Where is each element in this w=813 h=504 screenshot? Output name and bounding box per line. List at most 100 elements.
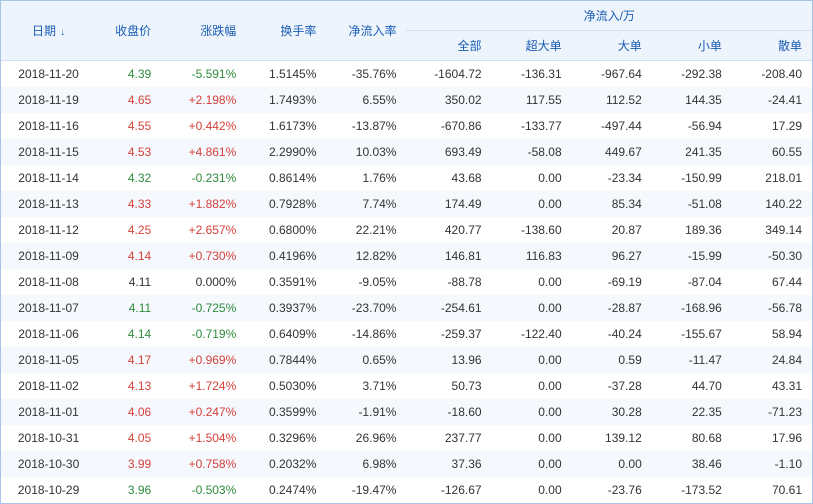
cell-inrate: -9.05% (326, 269, 406, 295)
cell-close: 4.33 (96, 191, 161, 217)
cell-inrate: 12.82% (326, 243, 406, 269)
cell-rt: 70.61 (732, 477, 812, 503)
cell-chg: +1.882% (161, 191, 246, 217)
cell-inrate: 1.76% (326, 165, 406, 191)
col-lg[interactable]: 大单 (572, 31, 652, 61)
cell-turn: 0.6409% (246, 321, 326, 347)
cell-all: 350.02 (406, 87, 491, 113)
table-row: 2018-10-293.96-0.503%0.2474%-19.47%-126.… (1, 477, 812, 503)
cell-close: 4.65 (96, 87, 161, 113)
col-date[interactable]: 日期 ↓ (1, 1, 96, 61)
cell-all: 13.96 (406, 347, 491, 373)
cell-chg: +4.861% (161, 139, 246, 165)
cell-close: 4.05 (96, 425, 161, 451)
cell-xl: 0.00 (492, 399, 572, 425)
cell-close: 4.17 (96, 347, 161, 373)
cell-close: 4.14 (96, 321, 161, 347)
cell-date: 2018-11-13 (1, 191, 96, 217)
col-close-label: 收盘价 (115, 24, 151, 38)
cell-turn: 0.7844% (246, 347, 326, 373)
col-group-netflow: 净流入/万 (406, 1, 812, 31)
cell-all: -126.67 (406, 477, 491, 503)
cell-lg: 139.12 (572, 425, 652, 451)
cell-close: 3.99 (96, 451, 161, 477)
cell-xl: -58.08 (492, 139, 572, 165)
cell-chg: +1.724% (161, 373, 246, 399)
cell-rt: -50.30 (732, 243, 812, 269)
cell-sm: -150.99 (652, 165, 732, 191)
cell-xl: 117.55 (492, 87, 572, 113)
cell-lg: -40.24 (572, 321, 652, 347)
col-rt[interactable]: 散单 (732, 31, 812, 61)
col-all-label: 全部 (458, 39, 482, 53)
cell-lg: 96.27 (572, 243, 652, 269)
table-row: 2018-11-154.53+4.861%2.2990%10.03%693.49… (1, 139, 812, 165)
col-date-label: 日期 (32, 24, 56, 38)
col-inrate[interactable]: 净流入率 (326, 1, 406, 61)
col-all[interactable]: 全部 (406, 31, 491, 61)
cell-turn: 0.3296% (246, 425, 326, 451)
cell-date: 2018-11-14 (1, 165, 96, 191)
cell-date: 2018-11-09 (1, 243, 96, 269)
cell-close: 3.96 (96, 477, 161, 503)
cell-inrate: 7.74% (326, 191, 406, 217)
cell-turn: 0.3591% (246, 269, 326, 295)
cell-chg: +2.657% (161, 217, 246, 243)
cell-inrate: 3.71% (326, 373, 406, 399)
table-row: 2018-11-084.110.000%0.3591%-9.05%-88.780… (1, 269, 812, 295)
cell-chg: -0.719% (161, 321, 246, 347)
cell-lg: 449.67 (572, 139, 652, 165)
cell-close: 4.53 (96, 139, 161, 165)
table-row: 2018-11-204.39-5.591%1.5145%-35.76%-1604… (1, 61, 812, 88)
cell-xl: 0.00 (492, 191, 572, 217)
cell-sm: 144.35 (652, 87, 732, 113)
cell-rt: 218.01 (732, 165, 812, 191)
col-turn[interactable]: 换手率 (246, 1, 326, 61)
sort-down-icon: ↓ (60, 27, 65, 38)
cell-close: 4.06 (96, 399, 161, 425)
cell-inrate: 6.98% (326, 451, 406, 477)
table-row: 2018-11-054.17+0.969%0.7844%0.65%13.960.… (1, 347, 812, 373)
cell-lg: -967.64 (572, 61, 652, 88)
col-lg-label: 大单 (618, 39, 642, 53)
cell-chg: -0.503% (161, 477, 246, 503)
cell-chg: -0.725% (161, 295, 246, 321)
col-sm[interactable]: 小单 (652, 31, 732, 61)
cell-rt: 24.84 (732, 347, 812, 373)
cell-all: 174.49 (406, 191, 491, 217)
fundflow-table-container: 日期↓ 收盘价 涨跌幅 换手率 净流入率 净流入/万 全部 超大单 大单 小单 … (0, 0, 813, 504)
cell-date: 2018-11-19 (1, 87, 96, 113)
cell-rt: -208.40 (732, 61, 812, 88)
col-close[interactable]: 收盘价 (96, 1, 161, 61)
cell-inrate: 0.65% (326, 347, 406, 373)
cell-xl: -138.60 (492, 217, 572, 243)
cell-all: 37.36 (406, 451, 491, 477)
cell-chg: 0.000% (161, 269, 246, 295)
table-header: 日期↓ 收盘价 涨跌幅 换手率 净流入率 净流入/万 全部 超大单 大单 小单 … (1, 1, 812, 61)
cell-all: 237.77 (406, 425, 491, 451)
cell-date: 2018-11-15 (1, 139, 96, 165)
col-xl[interactable]: 超大单 (492, 31, 572, 61)
cell-close: 4.11 (96, 295, 161, 321)
cell-inrate: -1.91% (326, 399, 406, 425)
cell-lg: -28.87 (572, 295, 652, 321)
cell-lg: 85.34 (572, 191, 652, 217)
cell-turn: 0.2474% (246, 477, 326, 503)
cell-sm: -168.96 (652, 295, 732, 321)
cell-inrate: -14.86% (326, 321, 406, 347)
cell-sm: 189.36 (652, 217, 732, 243)
cell-chg: +0.969% (161, 347, 246, 373)
table-row: 2018-11-024.13+1.724%0.5030%3.71%50.730.… (1, 373, 812, 399)
cell-lg: 112.52 (572, 87, 652, 113)
cell-inrate: 26.96% (326, 425, 406, 451)
cell-date: 2018-10-30 (1, 451, 96, 477)
cell-xl: 0.00 (492, 347, 572, 373)
table-row: 2018-11-014.06+0.247%0.3599%-1.91%-18.60… (1, 399, 812, 425)
table-row: 2018-11-124.25+2.657%0.6800%22.21%420.77… (1, 217, 812, 243)
cell-chg: +0.247% (161, 399, 246, 425)
cell-sm: 80.68 (652, 425, 732, 451)
col-chg-label: 涨跌幅 (200, 24, 236, 38)
cell-turn: 2.2990% (246, 139, 326, 165)
col-chg[interactable]: 涨跌幅 (161, 1, 246, 61)
cell-all: 146.81 (406, 243, 491, 269)
